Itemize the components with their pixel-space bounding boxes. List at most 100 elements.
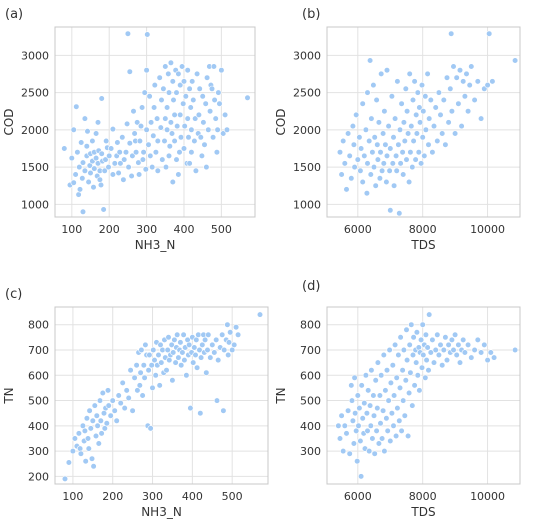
x-tick-label: 6000 xyxy=(344,223,372,236)
data-point xyxy=(400,346,408,354)
data-point xyxy=(227,329,234,336)
data-point xyxy=(107,145,115,152)
data-point xyxy=(173,89,180,96)
data-point xyxy=(396,417,403,424)
data-point xyxy=(400,397,407,404)
y-tick-label: 1500 xyxy=(21,161,49,174)
data-point xyxy=(129,407,136,414)
data-point xyxy=(73,103,80,110)
data-point xyxy=(354,458,361,465)
data-point xyxy=(442,334,449,341)
data-point xyxy=(471,96,478,104)
data-point xyxy=(447,85,454,92)
data-point xyxy=(143,67,150,74)
data-point xyxy=(159,156,166,163)
data-point xyxy=(204,346,211,354)
data-point xyxy=(363,190,371,197)
data-point xyxy=(146,351,153,359)
data-point xyxy=(133,362,140,369)
data-point xyxy=(160,85,167,92)
data-point xyxy=(187,405,194,412)
data-point xyxy=(346,152,353,159)
data-point xyxy=(460,78,467,85)
data-point xyxy=(383,415,390,422)
data-point xyxy=(363,410,371,417)
data-point xyxy=(391,182,398,189)
data-point xyxy=(406,389,413,397)
data-point xyxy=(484,81,491,89)
data-point xyxy=(336,435,344,442)
data-point xyxy=(397,160,404,167)
data-point xyxy=(429,149,436,156)
data-point xyxy=(79,159,87,166)
data-point xyxy=(180,145,188,152)
data-point xyxy=(386,346,393,354)
data-point xyxy=(404,108,411,115)
data-point xyxy=(98,430,105,437)
data-point xyxy=(443,357,451,364)
data-point xyxy=(115,169,122,177)
data-point xyxy=(96,397,104,404)
data-point xyxy=(176,149,183,156)
data-point xyxy=(468,354,475,361)
data-point xyxy=(106,152,113,159)
data-point xyxy=(442,141,449,148)
data-point xyxy=(171,336,178,344)
data-point xyxy=(356,405,363,412)
data-point xyxy=(429,336,436,344)
data-point xyxy=(96,176,103,183)
data-point xyxy=(424,70,431,77)
data-point xyxy=(340,137,347,145)
data-point xyxy=(205,331,212,338)
data-point xyxy=(371,134,378,141)
data-point xyxy=(150,132,157,139)
data-point xyxy=(383,367,391,374)
data-point xyxy=(77,450,84,457)
data-point xyxy=(179,63,186,70)
x-axis-label: TDS xyxy=(410,238,435,252)
data-point xyxy=(70,179,77,186)
data-point xyxy=(367,422,374,429)
data-point xyxy=(210,63,217,70)
y-axis-label: COD xyxy=(2,108,16,135)
x-tick-label: 100 xyxy=(62,490,83,503)
data-point xyxy=(408,122,415,130)
data-point xyxy=(177,134,185,141)
data-point xyxy=(138,346,145,354)
data-point xyxy=(190,359,197,366)
data-point xyxy=(202,100,209,107)
data-point xyxy=(367,402,374,409)
data-point xyxy=(169,78,176,85)
data-point xyxy=(366,448,373,455)
data-point xyxy=(168,130,176,137)
data-point xyxy=(432,104,439,111)
data-point xyxy=(345,407,352,414)
data-point xyxy=(406,341,413,349)
data-point xyxy=(127,367,134,374)
data-point xyxy=(197,134,204,141)
data-point xyxy=(393,374,400,381)
data-point xyxy=(486,30,493,37)
data-point xyxy=(398,427,405,435)
panel-label: (d) xyxy=(302,279,320,294)
y-tick-label: 300 xyxy=(300,445,321,458)
panel-1: (a) 100 200 300 400 500 1000 1500 2000 2500 3000 NH… xyxy=(2,7,256,252)
data-point xyxy=(440,96,447,104)
data-point xyxy=(398,100,405,107)
x-axis-label: NH3_N xyxy=(141,505,182,519)
data-point xyxy=(223,126,231,133)
data-point xyxy=(79,175,86,182)
data-point xyxy=(440,346,447,354)
data-point xyxy=(416,387,423,394)
data-point xyxy=(105,164,112,171)
data-point xyxy=(375,440,383,447)
x-tick-label: 6000 xyxy=(344,490,372,503)
data-point xyxy=(351,374,358,381)
data-point xyxy=(191,344,198,351)
data-point xyxy=(383,67,391,74)
data-point xyxy=(101,425,108,432)
data-point xyxy=(151,357,158,364)
data-point xyxy=(82,458,89,465)
data-point xyxy=(134,387,141,394)
data-point xyxy=(402,377,409,384)
